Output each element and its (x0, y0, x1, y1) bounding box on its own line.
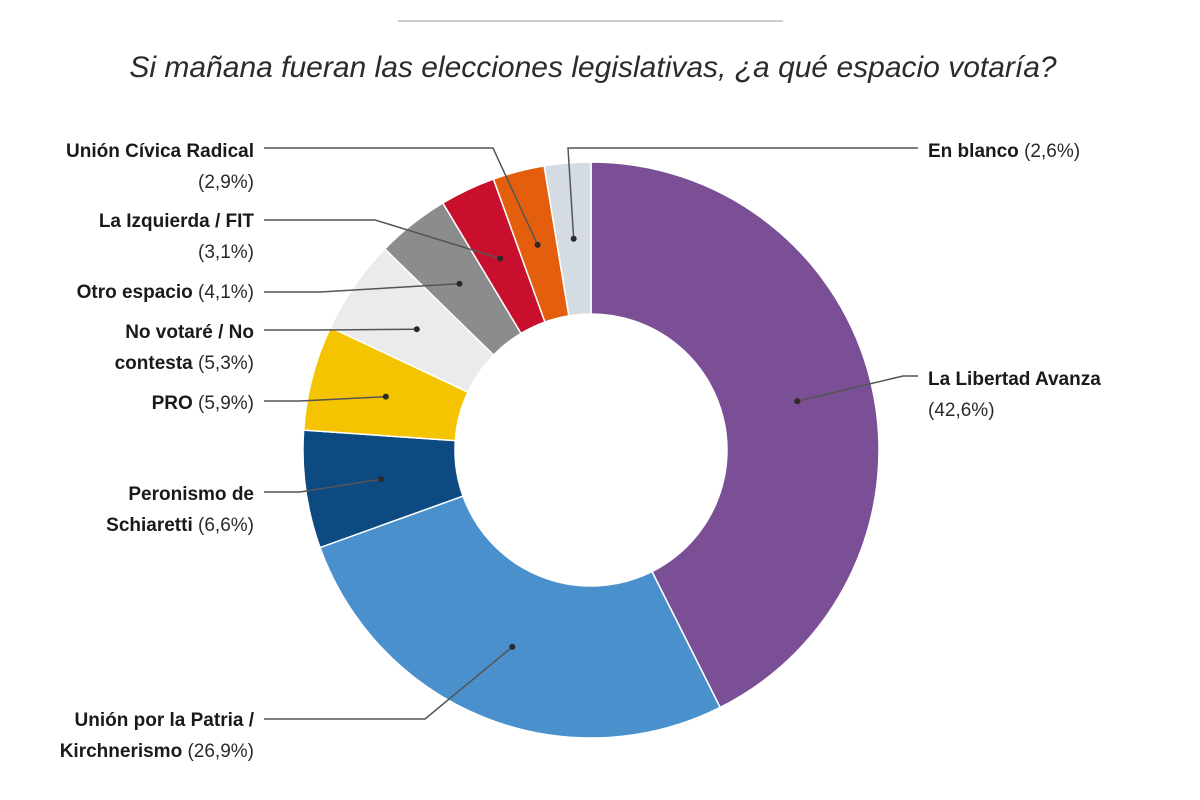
leader-dot-pro (382, 393, 389, 400)
label-line: (2,9%) (198, 172, 254, 193)
series-name: En blanco (928, 141, 1019, 162)
label-peronismo-de-schiaretti: Peronismo de Schiaretti (6,6%) (106, 484, 254, 536)
series-name: Unión por la Patria / (75, 710, 255, 731)
label-la-libertad-avanza: La Libertad Avanza (42,6%) (928, 369, 1101, 421)
label-no-votare-no-contesta: No votaré / No contesta (5,3%) (115, 322, 254, 374)
leader-line-no-votare-no-contesta (264, 328, 417, 331)
leader-line-pro (264, 395, 386, 402)
label-la-izquierda-fit: La Izquierda / FIT (3,1%) (99, 211, 255, 263)
label-pro: PRO (5,9%) (152, 393, 254, 414)
percent-label: (42,6%) (928, 400, 995, 421)
label-line: Otro espacio (4,1%) (77, 282, 254, 303)
series-name: La Izquierda / FIT (99, 211, 255, 232)
percent-label: (26,9%) (182, 741, 254, 762)
leader-dot-en-blanco (570, 235, 577, 242)
leader-line-union-civica-radical (264, 147, 539, 246)
leader-line-en-blanco (567, 147, 918, 239)
leader-dot-la-libertad-avanza (794, 398, 801, 405)
series-name: Kirchnerismo (60, 741, 182, 762)
label-line: No votaré / No (125, 322, 254, 343)
series-name: La Libertad Avanza (928, 369, 1101, 390)
chart-title: Si mañana fueran las elecciones legislat… (129, 51, 1057, 84)
label-line: contesta (5,3%) (115, 353, 254, 374)
leader-dot-otro-espacio (456, 280, 463, 287)
series-name: No votaré / No (125, 322, 254, 343)
label-line: Peronismo de (128, 484, 254, 505)
series-name: PRO (152, 393, 193, 414)
label-line: Kirchnerismo (26,9%) (60, 741, 254, 762)
label-line: Unión Cívica Radical (66, 141, 254, 162)
label-line: En blanco (2,6%) (928, 141, 1080, 162)
label-line: (3,1%) (198, 242, 254, 263)
series-name: Schiaretti (106, 515, 193, 536)
label-line: (42,6%) (928, 400, 995, 421)
label-line: La Libertad Avanza (928, 369, 1101, 390)
percent-label: (6,6%) (193, 515, 254, 536)
leader-dot-union-por-la-patria-kirchnerismo (509, 643, 516, 650)
leader-line-la-izquierda-fit (264, 219, 501, 260)
series-name: Otro espacio (77, 282, 193, 303)
label-en-blanco: En blanco (2,6%) (928, 141, 1080, 162)
leader-line-union-por-la-patria-kirchnerismo (264, 646, 513, 720)
leader-dot-peronismo-de-schiaretti (378, 476, 385, 483)
percent-label: (5,9%) (193, 393, 254, 414)
label-line: Unión por la Patria / (75, 710, 255, 731)
leader-line-la-libertad-avanza (797, 375, 918, 402)
percent-label: (4,1%) (193, 282, 254, 303)
series-name: Unión Cívica Radical (66, 141, 254, 162)
label-line: PRO (5,9%) (152, 393, 254, 414)
label-line: La Izquierda / FIT (99, 211, 255, 232)
percent-label: (5,3%) (193, 353, 254, 374)
leader-line-otro-espacio (264, 282, 460, 293)
slice-en-blanco (543, 161, 592, 317)
label-line: Schiaretti (6,6%) (106, 515, 254, 536)
leader-dot-no-votare-no-contesta (413, 326, 420, 333)
leader-line-peronismo-de-schiaretti (264, 478, 382, 493)
label-union-por-la-patria-kirchnerismo: Unión por la Patria / Kirchnerismo (26,9%… (60, 710, 255, 762)
leader-dot-union-civica-radical (534, 241, 541, 248)
series-name: Peronismo de (128, 484, 254, 505)
percent-label: (3,1%) (198, 242, 254, 263)
label-union-civica-radical: Unión Cívica Radical (2,9%) (66, 141, 254, 193)
slices-layer (302, 161, 880, 739)
leaders-layer (264, 147, 918, 720)
labels-layer: La Libertad Avanza (42,6%) Unión por la Pa… (60, 141, 1102, 762)
series-name: contesta (115, 353, 194, 374)
percent-label: (2,6%) (1019, 141, 1080, 162)
leader-dot-la-izquierda-fit (497, 255, 504, 262)
percent-label: (2,9%) (198, 172, 254, 193)
slice-union-por-la-patria-kirchnerismo (319, 495, 722, 739)
slice-la-libertad-avanza (590, 161, 880, 709)
label-otro-espacio: Otro espacio (4,1%) (77, 282, 254, 303)
